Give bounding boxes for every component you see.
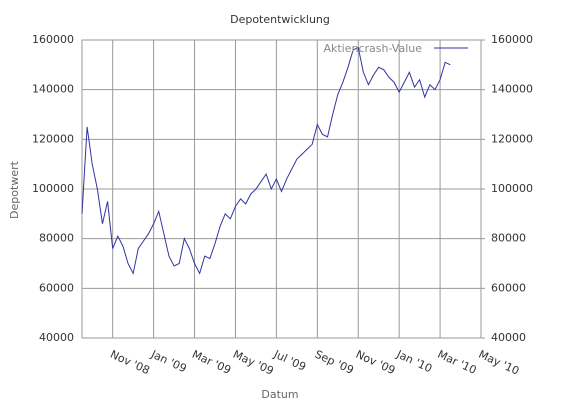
y2-tick-label: 40000	[491, 331, 526, 344]
y-axis-label: Depotwert	[8, 160, 21, 219]
chart-title: Depotentwicklung	[230, 13, 330, 26]
y-tick-label: 80000	[39, 232, 74, 245]
y-tick-label: 40000	[39, 331, 74, 344]
plot-frame	[81, 39, 482, 339]
y2-tick-label: 140000	[491, 83, 533, 96]
y2-tick-label: 60000	[491, 281, 526, 294]
y-tick-label: 120000	[32, 132, 74, 145]
line-series	[81, 46, 451, 275]
x-axis-label: Datum	[261, 388, 298, 401]
legend-label: Aktiencrash-Value	[323, 42, 422, 55]
y2-tick-label: 80000	[491, 232, 526, 245]
y-tick-label: 160000	[32, 33, 74, 46]
y2-tick-label: 100000	[491, 182, 533, 195]
y2-tick-label: 120000	[491, 132, 533, 145]
y-tick-label: 100000	[32, 182, 74, 195]
y-tick-label: 60000	[39, 281, 74, 294]
y2-tick-label: 160000	[491, 33, 533, 46]
y-tick-label: 140000	[32, 83, 74, 96]
